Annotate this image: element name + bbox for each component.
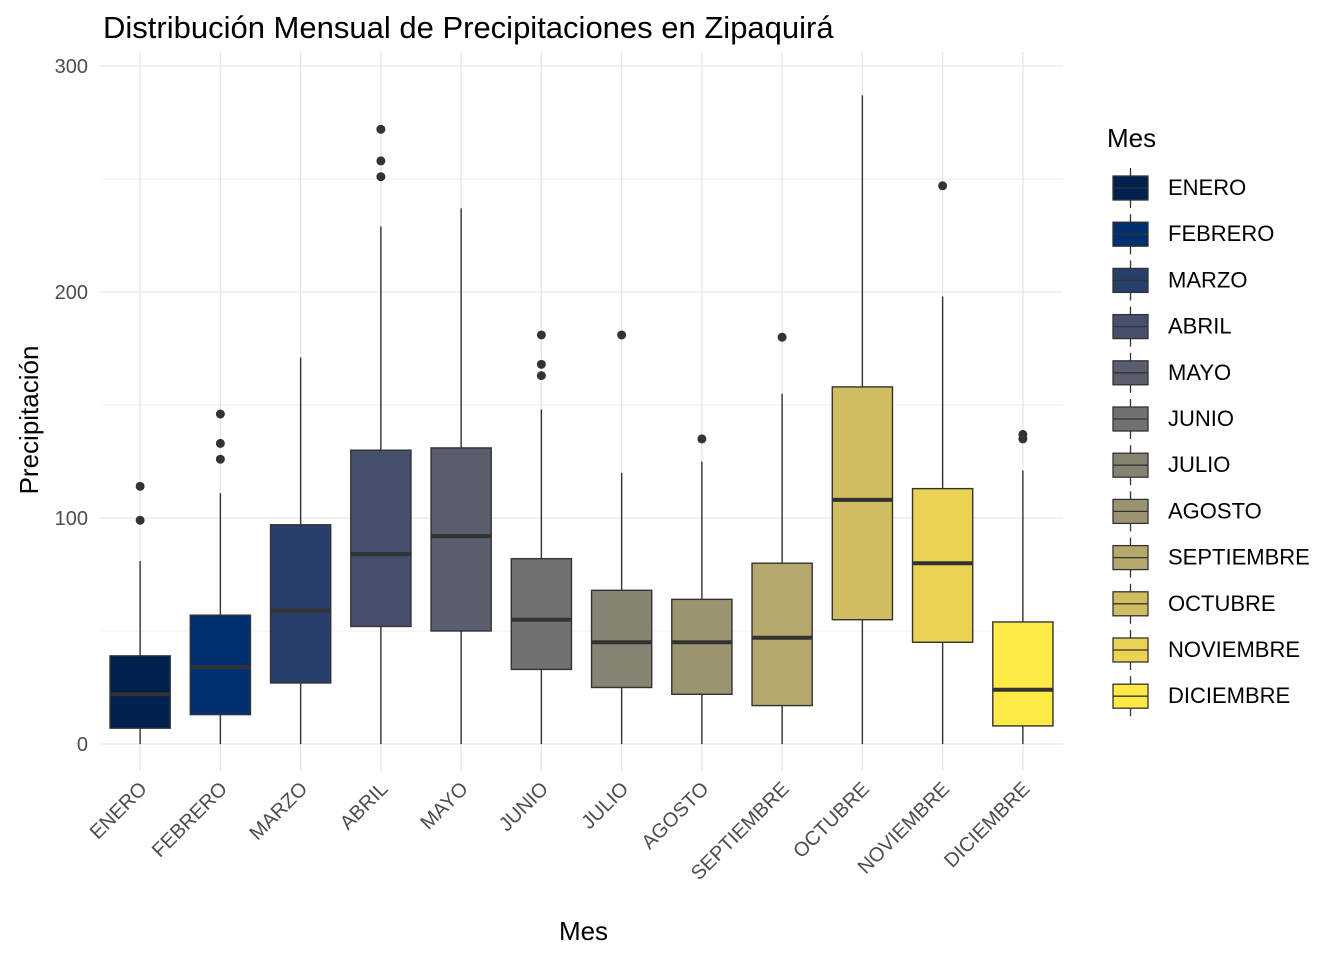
legend-item-label: DICIEMBRE: [1168, 683, 1290, 708]
outlier-point: [135, 481, 145, 491]
x-tick-label: ABRIL: [336, 778, 392, 834]
outlier-point: [617, 330, 627, 340]
y-tick-label: 300: [55, 56, 88, 78]
x-axis-label: Mes: [559, 916, 608, 946]
box-enero: [109, 655, 171, 729]
y-axis-label: Precipitación: [14, 346, 44, 495]
outlier-point: [536, 359, 546, 369]
outlier-point: [376, 172, 386, 182]
x-tick-label: DICIEMBRE: [940, 778, 1034, 872]
x-tick-label: JUNIO: [495, 778, 553, 836]
box-octubre: [831, 386, 894, 621]
x-tick-label: ENERO: [86, 778, 152, 844]
x-tick-label: MARZO: [246, 778, 313, 845]
outlier-point: [215, 409, 225, 419]
box-abril: [350, 449, 412, 628]
box-diciembre: [992, 621, 1054, 727]
box-marzo: [269, 524, 332, 684]
outlier-point: [135, 515, 145, 525]
outlier-point: [215, 454, 225, 464]
x-tick-label: OCTUBRE: [789, 778, 874, 863]
box-agosto: [671, 598, 733, 695]
chart-title: Distribución Mensual de Precipitaciones …: [103, 10, 834, 45]
legend-item-label: AGOSTO: [1168, 498, 1262, 523]
x-tick-label: MAYO: [417, 778, 473, 834]
x-tick-label: AGOSTO: [638, 778, 714, 854]
outlier-point: [376, 156, 386, 166]
outlier-point: [215, 438, 225, 448]
legend-item-label: NOVIEMBRE: [1168, 637, 1300, 662]
legend-item-label: ABRIL: [1168, 314, 1232, 339]
outlier-point: [777, 332, 787, 342]
legend-title: Mes: [1107, 123, 1156, 153]
legend-item-label: JUNIO: [1168, 406, 1234, 431]
outlier-point: [536, 371, 546, 381]
y-tick-label: 0: [77, 734, 88, 756]
y-tick-label: 200: [55, 282, 88, 304]
legend-item-label: MAYO: [1168, 360, 1231, 385]
legend-item-label: OCTUBRE: [1168, 591, 1276, 616]
legend-item-label: JULIO: [1168, 452, 1230, 477]
x-tick-label: FEBRERO: [148, 778, 232, 862]
legend-item-label: FEBRERO: [1168, 221, 1274, 246]
legend-item-label: MARZO: [1168, 267, 1247, 292]
box-febrero: [189, 614, 252, 716]
box-septiembre: [751, 562, 813, 707]
y-tick-label: 100: [55, 508, 88, 530]
x-tick-label: JULIO: [578, 778, 634, 834]
legend-item-label: SEPTIEMBRE: [1168, 545, 1310, 570]
box-junio: [510, 557, 573, 671]
outlier-point: [1018, 429, 1028, 439]
outlier-point: [697, 434, 707, 444]
outlier-point: [536, 330, 546, 340]
outlier-point: [938, 181, 948, 191]
legend-item-label: ENERO: [1168, 175, 1246, 200]
box-noviembre: [911, 487, 974, 643]
box-julio: [590, 589, 653, 689]
box-mayo: [430, 447, 492, 632]
outlier-point: [376, 124, 386, 134]
